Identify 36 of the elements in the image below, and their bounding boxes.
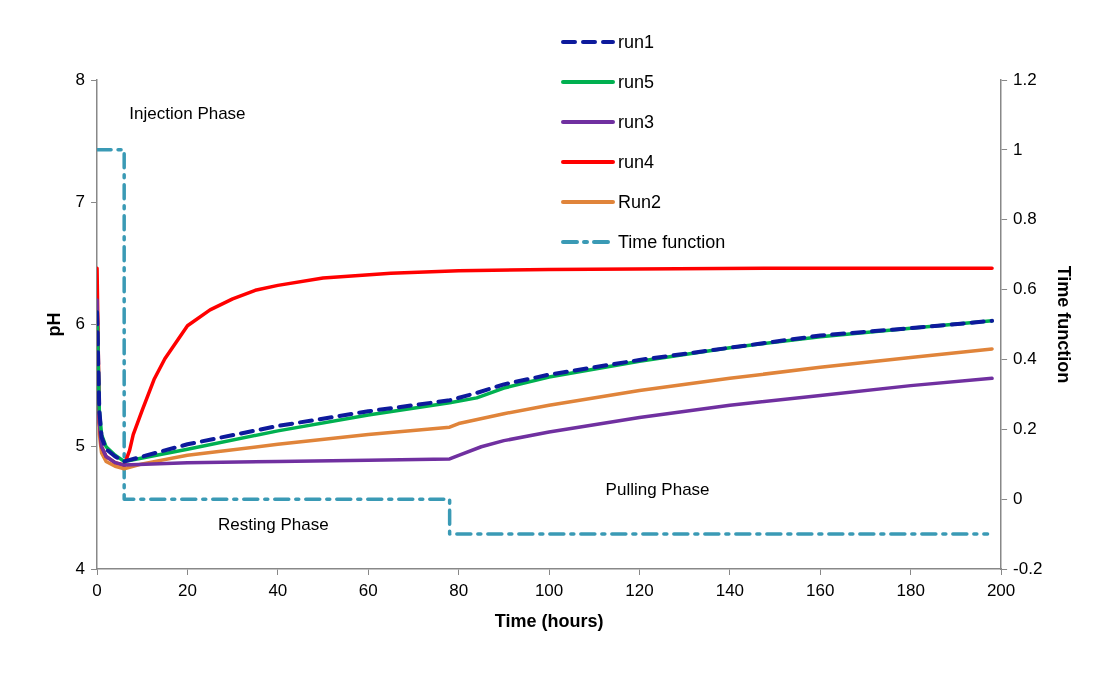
x-axis-title: Time (hours) (494, 611, 604, 632)
legend-label: run3 (618, 111, 655, 133)
y-tick-label: 4 (75, 558, 86, 578)
x-tick-label: 80 (449, 580, 469, 600)
legend-label: Run2 (618, 191, 662, 213)
x-tick-label: 180 (896, 580, 925, 600)
y-tick-label: 6 (75, 314, 86, 334)
y2-tick-label: 0.2 (1013, 418, 1037, 438)
x-tick-label: 40 (268, 580, 288, 600)
y2-tick-label: -0.2 (1013, 558, 1043, 578)
y-tick-label: 5 (75, 436, 86, 456)
x-tick-label: 60 (358, 580, 378, 600)
y2-tick-label: 1.2 (1013, 69, 1037, 89)
x-tick-label: 0 (92, 580, 102, 600)
legend-label: Time function (618, 231, 726, 253)
legend-label: run5 (618, 71, 655, 93)
x-tick-label: 100 (534, 580, 564, 600)
y2-tick-label: 0.6 (1013, 279, 1037, 299)
annotation: Injection Phase (129, 103, 246, 123)
x-tick-label: 140 (715, 580, 745, 600)
legend-label: run1 (618, 31, 655, 53)
y-tick-label: 8 (75, 69, 86, 89)
y2-tick-label: 0.8 (1013, 209, 1037, 229)
y-axis-title: pH (43, 312, 64, 337)
x-tick-label: 120 (625, 580, 654, 600)
legend-label: run4 (618, 151, 655, 173)
x-tick-label: 200 (986, 580, 1016, 600)
x-tick-label: 160 (806, 580, 835, 600)
y-tick-label: 7 (75, 191, 86, 211)
y2-tick-label: 1 (1013, 139, 1023, 159)
annotation: Resting Phase (218, 514, 329, 534)
x-tick-label: 20 (178, 580, 197, 600)
y2-tick-label: 0 (1013, 488, 1023, 508)
annotation: Pulling Phase (605, 480, 710, 500)
y2-tick-label: 0.4 (1013, 349, 1037, 369)
y2-axis-title: Time function (1054, 265, 1075, 384)
